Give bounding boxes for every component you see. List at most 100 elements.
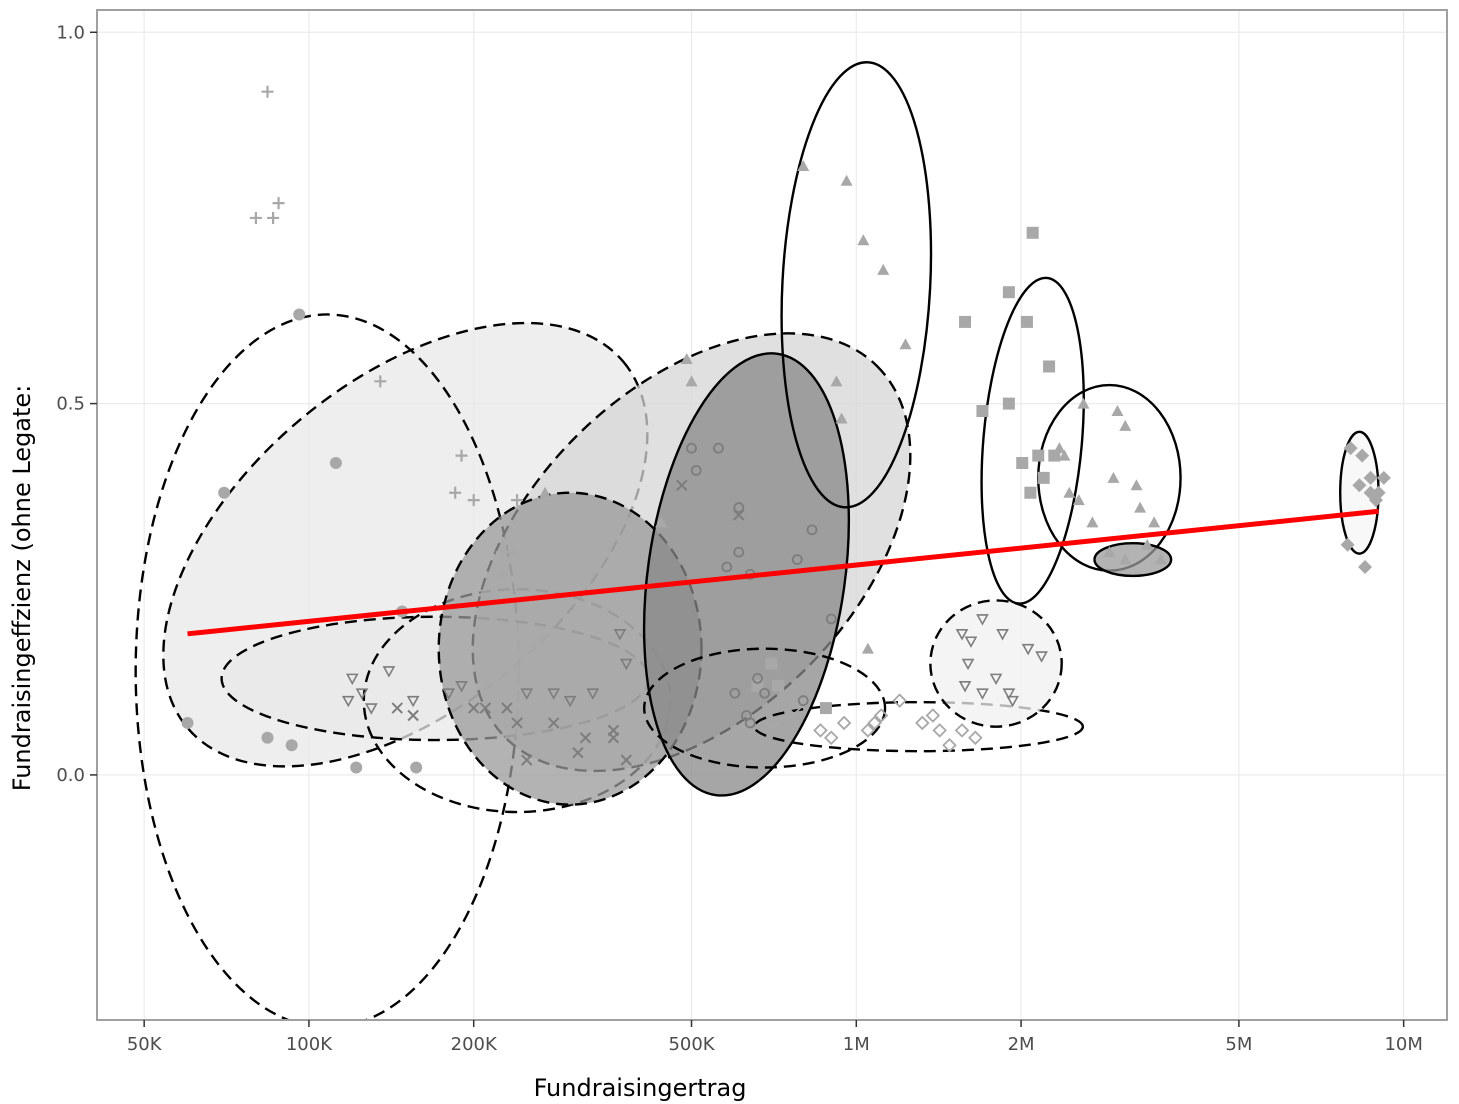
ellipse-8	[753, 700, 1085, 753]
point-triangle-filled-right-11	[1103, 546, 1116, 558]
point-cross-6	[579, 732, 592, 744]
point-diamond-open-8	[954, 723, 970, 738]
ellipse-9	[929, 599, 1063, 728]
point-triangle-filled-right-10	[1141, 538, 1154, 550]
point-diamond-open-3	[873, 708, 889, 723]
point-circle-open-2	[690, 465, 702, 476]
point-triangle-9	[685, 375, 698, 387]
point-circle-7	[410, 761, 423, 774]
point-triangle-filled-right-2	[1072, 494, 1085, 506]
point-plus-5	[455, 449, 468, 462]
point-plus-3	[272, 197, 285, 210]
ellipse-11	[980, 276, 1085, 605]
point-diamond-filled-3	[1352, 478, 1367, 493]
point-cross-0	[676, 479, 688, 492]
point-square-7	[1016, 457, 1029, 470]
point-square-12	[765, 657, 778, 670]
point-triangle-0	[797, 159, 810, 171]
point-plus-10	[506, 546, 519, 559]
point-triangle-filled-right-4	[1119, 419, 1132, 431]
point-square-4	[1043, 360, 1056, 373]
point-triangle-filled-right-13	[1154, 553, 1167, 565]
point-plus-0	[261, 85, 274, 98]
point-triangle-down-14	[586, 688, 600, 700]
point-triangle-down-7	[958, 681, 972, 693]
regression-line	[187, 508, 1379, 637]
x-tick-label-1: 100K	[286, 1034, 333, 1055]
point-plus-2	[267, 211, 280, 224]
point-circle-open-0	[686, 442, 697, 454]
point-triangle-down-12	[613, 629, 627, 641]
point-plus-4	[374, 375, 387, 388]
point-triangle-down-20	[406, 695, 420, 708]
point-circle-3	[181, 716, 194, 729]
point-triangle-filled-right-5	[1107, 471, 1120, 483]
point-triangle-2	[857, 234, 870, 246]
point-triangle-3	[877, 263, 890, 275]
point-plus-6	[449, 486, 462, 499]
point-diamond-open-9	[968, 730, 983, 746]
point-triangle-down-25	[341, 695, 355, 708]
point-triangle-5	[830, 375, 843, 387]
point-plus-7	[467, 494, 480, 507]
point-triangle-down-1	[964, 636, 978, 648]
x-tick-label-4: 1M	[843, 1034, 870, 1055]
x-axis-title: Fundraisingertrag	[534, 1074, 747, 1102]
x-tick-label-0: 50K	[127, 1034, 163, 1055]
point-circle-open-4	[806, 524, 818, 536]
ellipse-7	[643, 647, 887, 769]
point-triangle-7	[861, 642, 874, 654]
point-square-10	[1037, 471, 1050, 484]
point-circle-open-7	[721, 561, 733, 573]
point-cross-2	[479, 702, 492, 714]
point-triangle-down-13	[619, 658, 633, 671]
point-triangle-filled-right-15	[1053, 442, 1066, 454]
point-square-3	[959, 315, 972, 328]
point-cross-13	[391, 702, 403, 714]
point-square-5	[976, 405, 989, 418]
y-axis-title: Fundraisingeffzienz (ohne Legate:	[8, 385, 36, 792]
point-cross-3	[468, 702, 480, 714]
point-triangle-down-9	[976, 688, 989, 700]
point-circle-open-3	[733, 502, 745, 513]
point-triangle-filled-right-14	[1063, 486, 1076, 498]
point-diamond-open-5	[915, 715, 930, 731]
y-tick-label-0: 0.0	[56, 765, 85, 786]
point-triangle-down-24	[345, 673, 359, 686]
point-plus-1	[249, 211, 262, 224]
point-triangle-6	[835, 412, 848, 424]
ellipse-13	[1093, 542, 1173, 578]
point-diamond-open-14	[823, 730, 839, 746]
point-triangle-down-4	[1021, 643, 1035, 656]
ellipse-10	[780, 61, 933, 509]
point-circle-open-6	[791, 554, 803, 565]
point-cross-11	[620, 754, 633, 766]
point-diamond-open-4	[892, 693, 907, 708]
points-layer	[181, 85, 1391, 774]
point-triangle-4	[899, 338, 912, 350]
point-diamond-open-1	[860, 723, 876, 738]
point-cross-9	[572, 746, 584, 759]
point-triangle-1	[840, 174, 853, 186]
point-triangle-filled-right-7	[1134, 501, 1147, 513]
y-axis: 0.0 0.5 1.0	[56, 22, 97, 786]
point-circle-open-5	[733, 546, 745, 558]
x-tick-label-6: 5M	[1225, 1034, 1252, 1055]
point-triangle-down-17	[520, 688, 534, 700]
point-diamond-open-13	[813, 723, 828, 738]
point-cross-1	[501, 702, 513, 714]
point-triangle-down-16	[547, 688, 561, 700]
ellipse-1	[134, 313, 520, 1020]
point-square-13	[772, 679, 785, 692]
point-circle-0	[293, 308, 306, 321]
point-cross-8	[607, 724, 620, 737]
point-triangle-down-21	[382, 666, 396, 678]
point-circle-4	[261, 731, 274, 744]
point-cross-12	[407, 709, 419, 722]
point-plus-9	[511, 494, 524, 507]
point-diamond-filled-1	[1355, 448, 1370, 463]
point-circle-open-13	[797, 695, 809, 707]
point-circle-6	[350, 761, 363, 774]
point-diamond-open-12	[764, 715, 779, 731]
